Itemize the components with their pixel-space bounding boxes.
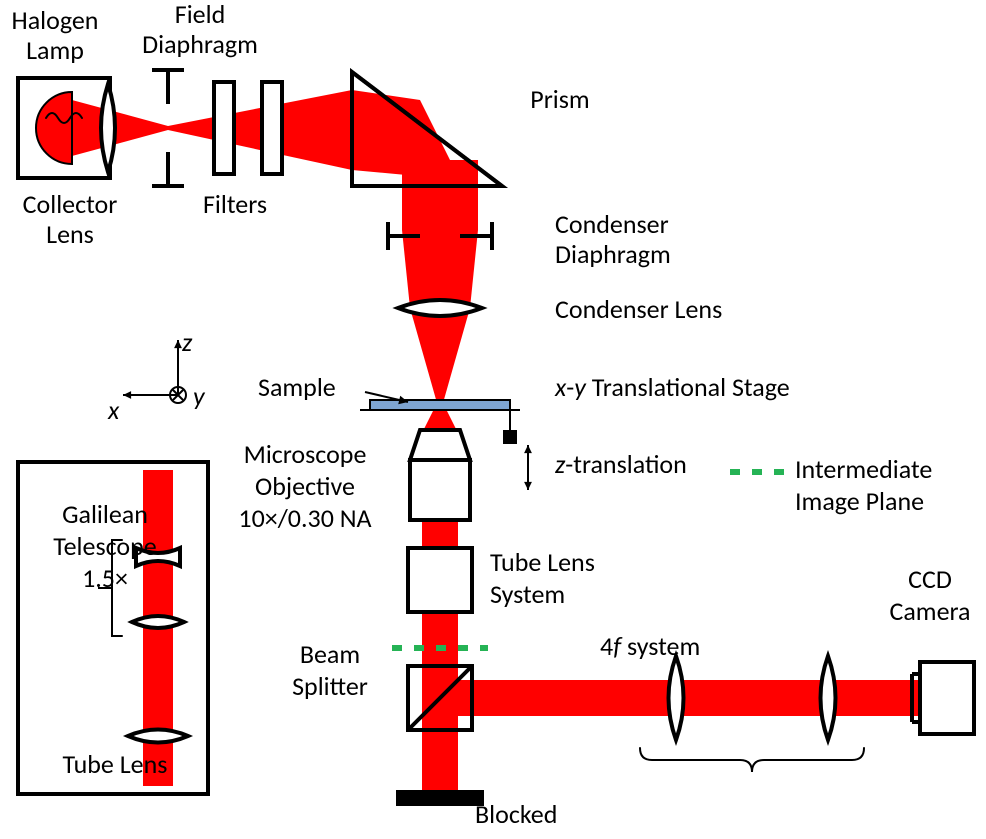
label-field-diaphragm-1: Field xyxy=(120,0,280,29)
label-intermediate-2: Image Plane xyxy=(795,487,986,516)
label-collector-lens-1: Collector xyxy=(0,190,140,219)
label-tube-lens-sys-2: System xyxy=(490,580,660,609)
label-condenser-lens: Condenser Lens xyxy=(555,295,815,324)
label-tube-lens-sys-1: Tube Lens xyxy=(490,548,660,577)
label-microscope-obj-1: Microscope xyxy=(210,440,400,469)
label-sample: Sample xyxy=(258,373,378,402)
label-condenser-diaphragm-2: Diaphragm xyxy=(555,240,735,269)
label-collector-lens-2: Lens xyxy=(0,220,140,249)
label-galilean-3: 1.5× xyxy=(35,564,175,593)
label-4f-system: 4f system xyxy=(600,632,760,661)
fourf-4: 4 xyxy=(600,630,613,662)
fourf-rest: system xyxy=(621,630,700,662)
optical-diagram xyxy=(0,0,986,839)
label-galilean-2: Telescope xyxy=(35,532,175,561)
label-z-translation: z-translation xyxy=(555,450,785,479)
label-beam-splitter-2: Splitter xyxy=(270,672,390,701)
label-field-diaphragm-2: Diaphragm xyxy=(120,30,280,59)
label-microscope-obj-3: 10×/0.30 NA xyxy=(210,504,400,533)
label-galilean-1: Galilean xyxy=(35,500,175,529)
z-trans-z: z xyxy=(555,448,565,480)
xy-y: y xyxy=(574,371,586,403)
label-intermediate-1: Intermediate xyxy=(795,455,986,484)
fourf-f: f xyxy=(613,630,621,662)
xy-x: x xyxy=(555,371,566,403)
label-ccd-2: Camera xyxy=(870,597,986,626)
axis-label-y: y xyxy=(193,382,205,411)
label-halogen-lamp-1: Halogen xyxy=(0,6,110,35)
label-halogen-lamp-2: Lamp xyxy=(0,36,110,65)
label-xy-stage: x-y Translational Stage xyxy=(555,373,935,402)
label-prism: Prism xyxy=(500,85,620,114)
z-trans-rest: -translation xyxy=(565,448,687,480)
label-blocked: Blocked xyxy=(475,800,615,829)
xy-rest: Translational Stage xyxy=(586,371,790,403)
label-condenser-diaphragm-1: Condenser xyxy=(555,210,735,239)
axis-label-z: z xyxy=(182,328,192,357)
label-filters: Filters xyxy=(175,190,295,219)
label-beam-splitter-1: Beam xyxy=(270,640,390,669)
label-tube-lens-inset: Tube Lens xyxy=(30,750,200,779)
label-ccd-1: CCD xyxy=(870,565,986,594)
label-microscope-obj-2: Objective xyxy=(210,472,400,501)
axis-label-x: x xyxy=(108,396,119,425)
